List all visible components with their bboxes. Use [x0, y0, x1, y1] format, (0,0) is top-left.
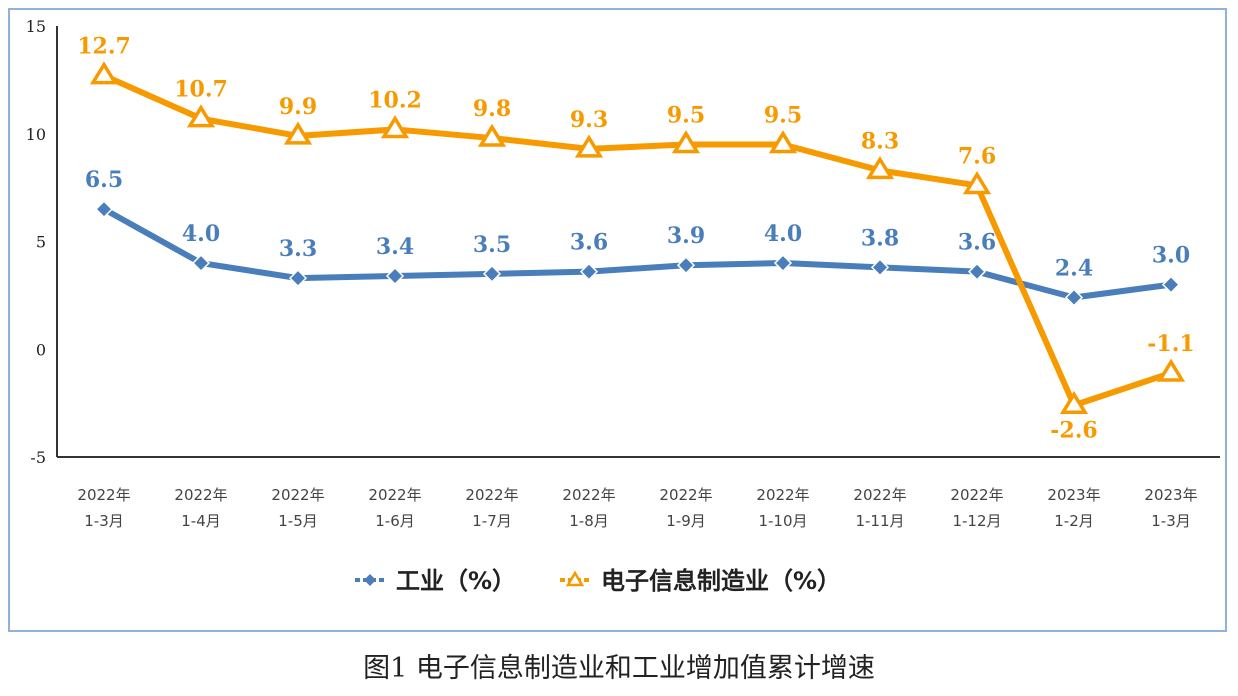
- data-point: [288, 269, 308, 288]
- chart-title: 图1 电子信息制造业和工业增加值累计增速: [363, 653, 875, 684]
- data-label: 10.2: [368, 87, 422, 113]
- x-tick-label: 1-7月: [472, 512, 512, 530]
- x-tick-label: 1-11月: [855, 512, 904, 530]
- data-point: [94, 200, 114, 219]
- x-tick-label: 1-9月: [666, 512, 706, 530]
- data-label: 9.3: [570, 107, 608, 133]
- data-label: 9.5: [764, 103, 802, 129]
- series-line: [102, 206, 1172, 301]
- x-tick-label: 2022年: [271, 486, 324, 504]
- data-point: [1059, 390, 1089, 415]
- data-label: -2.6: [1050, 417, 1097, 443]
- data-label: 9.5: [667, 103, 705, 129]
- x-tick-label: 1-3月: [1151, 512, 1191, 530]
- data-point: [865, 156, 895, 180]
- data-label: 3.9: [667, 223, 705, 249]
- data-label: 3.6: [958, 230, 996, 256]
- data-point: [385, 266, 405, 286]
- x-tick-label: 2022年: [756, 486, 809, 504]
- data-label: 8.3: [861, 128, 899, 154]
- legend-label: 工业（%）: [396, 567, 516, 595]
- data-point: [186, 104, 216, 128]
- data-label: 3.0: [1152, 243, 1190, 269]
- data-point: [768, 130, 798, 154]
- data-label: 2.4: [1055, 256, 1093, 282]
- data-point: [574, 134, 604, 158]
- x-tick-label: 2023年: [1144, 486, 1197, 504]
- data-point: [477, 123, 507, 147]
- y-tick-label: 15: [26, 17, 46, 36]
- data-label: 12.7: [77, 34, 131, 60]
- data-label: -1.1: [1147, 331, 1194, 357]
- data-point: [191, 253, 211, 273]
- data-point: [579, 262, 599, 281]
- x-tick-label: 1-3月: [84, 512, 124, 530]
- x-tick-label: 1-10月: [758, 512, 807, 530]
- data-label: 9.8: [473, 96, 511, 122]
- line-chart: 15 10 5 0 -5 2022年 1-3月 2022年 1-4月 2022年 1-5月 2022年…: [26, 17, 1220, 595]
- x-tick-label: 1-4月: [181, 512, 221, 530]
- data-point: [1064, 288, 1084, 307]
- x-tick-label: 1-12月: [952, 512, 1001, 530]
- data-label: 7.6: [958, 143, 996, 169]
- data-label: 4.0: [182, 221, 220, 247]
- x-tick-label: 1-2月: [1054, 512, 1094, 530]
- data-point: [773, 253, 793, 273]
- data-point: [482, 264, 502, 283]
- y-tick-label: 0: [36, 340, 46, 359]
- data-label: 3.5: [473, 232, 511, 258]
- x-tick-label: 2022年: [77, 486, 130, 504]
- x-tick-label: 2022年: [950, 486, 1003, 504]
- x-tick-label: 2022年: [465, 486, 518, 504]
- x-tick-label: 1-8月: [569, 512, 609, 530]
- data-label: 3.3: [279, 236, 317, 262]
- data-label: 3.4: [376, 234, 414, 260]
- data-point: [870, 258, 890, 277]
- y-tick-label: 5: [36, 233, 46, 252]
- data-point: [962, 171, 992, 195]
- y-tick-label: -5: [30, 448, 46, 467]
- data-point: [1161, 275, 1181, 294]
- x-tick-label: 1-5月: [278, 512, 318, 530]
- x-tick-label: 2022年: [853, 486, 906, 504]
- legend-triangle-icon: [565, 570, 585, 587]
- x-tick-label: 2022年: [562, 486, 615, 504]
- data-label: 3.8: [861, 225, 899, 251]
- data-point: [1156, 358, 1186, 382]
- legend-diamond-icon: [364, 574, 376, 586]
- legend-label: 电子信息制造业（%）: [601, 567, 841, 595]
- data-point: [967, 262, 987, 281]
- x-tick-label: 2023年: [1047, 486, 1100, 504]
- chart-frame: [8, 8, 1227, 632]
- x-tick-label: 2022年: [174, 486, 227, 504]
- series-line: [102, 72, 1172, 409]
- x-tick-label: 1-6月: [375, 512, 415, 530]
- data-label: 4.0: [764, 221, 802, 247]
- y-tick-label: 10: [26, 125, 46, 144]
- x-tick-label: 2022年: [368, 486, 421, 504]
- data-point: [380, 115, 410, 139]
- data-point: [676, 256, 696, 275]
- x-tick-label: 2022年: [659, 486, 712, 504]
- data-label: 6.5: [85, 167, 123, 193]
- data-label: 3.6: [570, 230, 608, 256]
- data-point: [671, 130, 701, 154]
- data-point: [283, 121, 313, 145]
- data-label: 9.9: [279, 94, 317, 120]
- data-point: [89, 61, 119, 85]
- data-label: 10.7: [174, 77, 228, 103]
